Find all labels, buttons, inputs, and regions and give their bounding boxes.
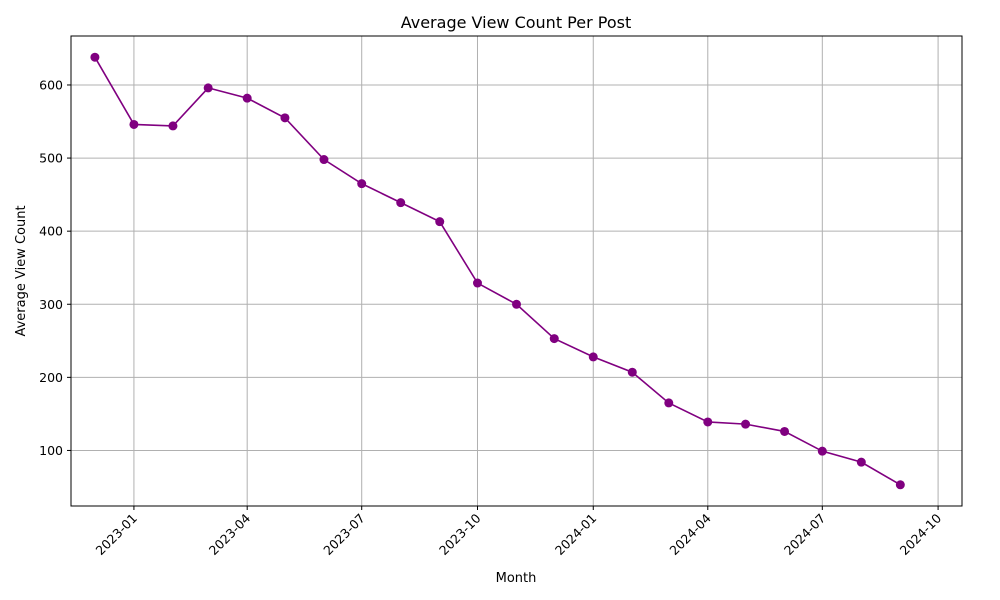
- y-axis-ticks: 100 200 300 400 500 600: [39, 77, 71, 458]
- x-tick-label: 2024-01: [552, 511, 600, 559]
- chart-title: Average View Count Per Post: [401, 13, 632, 32]
- x-tick-label: 2023-01: [93, 511, 141, 559]
- data-point: [396, 198, 406, 208]
- x-tick-label: 2023-10: [436, 510, 484, 558]
- x-tick-label: 2023-04: [206, 510, 254, 558]
- grid-lines: [71, 36, 962, 506]
- data-point: [780, 426, 790, 436]
- y-tick-label: 500: [39, 151, 63, 166]
- data-point: [664, 398, 674, 408]
- y-tick-label: 300: [39, 297, 63, 312]
- x-tick-label: 2023-07: [320, 511, 368, 559]
- x-tick-label: 2024-07: [781, 511, 829, 559]
- data-series: [90, 52, 905, 490]
- y-tick-label: 100: [39, 443, 63, 458]
- data-point: [627, 367, 637, 377]
- data-point: [203, 83, 213, 93]
- data-point: [357, 179, 367, 189]
- data-point: [280, 113, 290, 123]
- data-point: [895, 480, 905, 490]
- x-tick-label: 2024-04: [666, 510, 714, 558]
- data-point: [90, 52, 100, 62]
- y-tick-label: 200: [39, 370, 63, 385]
- data-point: [472, 278, 482, 288]
- data-point: [741, 419, 751, 429]
- data-point: [512, 299, 521, 309]
- data-point: [817, 446, 827, 456]
- plot-frame: [70, 35, 963, 507]
- x-tick-label: 2024-10: [897, 510, 945, 558]
- data-point: [435, 217, 445, 227]
- y-tick-label: 600: [39, 77, 63, 92]
- data-point: [242, 93, 252, 103]
- x-axis-label: Month: [496, 571, 537, 586]
- x-axis-ticks: 2023-01 2023-04 2023-07 2023-10 2024-01 2024-…: [93, 506, 945, 559]
- y-tick-label: 400: [39, 224, 63, 239]
- data-point: [549, 334, 559, 344]
- data-point: [703, 417, 713, 427]
- series-line: [94, 56, 901, 486]
- data-point: [588, 352, 598, 362]
- data-point: [856, 457, 866, 467]
- data-point: [129, 119, 139, 129]
- data-point: [319, 155, 329, 165]
- y-axis-label: Average View Count: [14, 205, 29, 336]
- data-point: [168, 121, 178, 131]
